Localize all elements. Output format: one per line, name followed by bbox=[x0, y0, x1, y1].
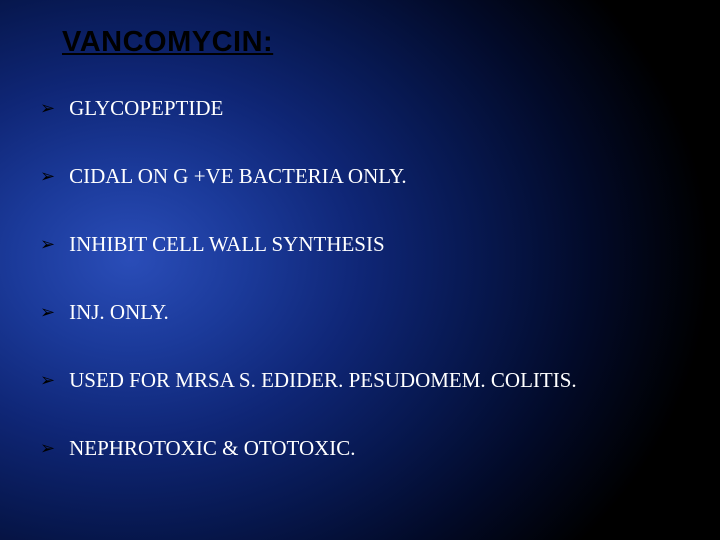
list-item: ➢ CIDAL ON G +VE BACTERIA ONLY. bbox=[40, 163, 720, 189]
list-item: ➢ INHIBIT CELL WALL SYNTHESIS bbox=[40, 231, 720, 257]
chevron-right-icon: ➢ bbox=[40, 231, 55, 257]
list-item: ➢ INJ. ONLY. bbox=[40, 299, 720, 325]
list-item-text: USED FOR MRSA S. EDIDER. PESUDOMEM. COLI… bbox=[69, 367, 577, 393]
list-item: ➢ GLYCOPEPTIDE bbox=[40, 95, 720, 121]
bullet-list: ➢ GLYCOPEPTIDE ➢ CIDAL ON G +VE BACTERIA… bbox=[40, 95, 720, 461]
slide-container: VANCOMYCIN: ➢ GLYCOPEPTIDE ➢ CIDAL ON G … bbox=[0, 0, 720, 540]
list-item-text: INJ. ONLY. bbox=[69, 299, 169, 325]
chevron-right-icon: ➢ bbox=[40, 163, 55, 189]
chevron-right-icon: ➢ bbox=[40, 367, 55, 393]
list-item-text: INHIBIT CELL WALL SYNTHESIS bbox=[69, 231, 385, 257]
chevron-right-icon: ➢ bbox=[40, 299, 55, 325]
slide-title: VANCOMYCIN: bbox=[62, 26, 720, 59]
list-item-text: GLYCOPEPTIDE bbox=[69, 95, 223, 121]
list-item: ➢ USED FOR MRSA S. EDIDER. PESUDOMEM. CO… bbox=[40, 367, 720, 393]
list-item: ➢ NEPHROTOXIC & OTOTOXIC. bbox=[40, 435, 720, 461]
chevron-right-icon: ➢ bbox=[40, 435, 55, 461]
list-item-text: CIDAL ON G +VE BACTERIA ONLY. bbox=[69, 163, 407, 189]
chevron-right-icon: ➢ bbox=[40, 95, 55, 121]
list-item-text: NEPHROTOXIC & OTOTOXIC. bbox=[69, 435, 355, 461]
